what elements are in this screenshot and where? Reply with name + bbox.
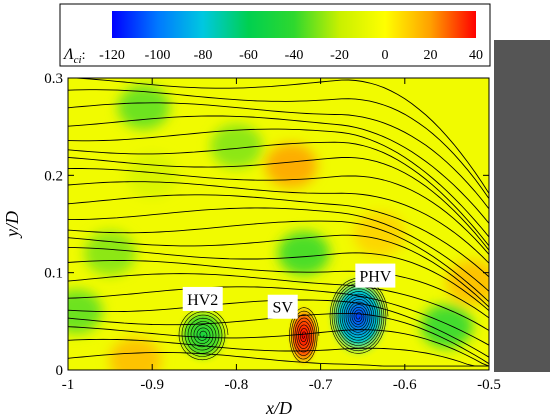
- field-region: [109, 338, 162, 370]
- colorbar-tick-label: 20: [424, 48, 438, 63]
- y-tick-label: 0.1: [44, 266, 63, 282]
- colorbar-label-subscript: ci: [74, 54, 82, 66]
- vortex-streamline-phv: [329, 277, 389, 354]
- field-region: [210, 124, 263, 169]
- y-tick-label: 0.2: [44, 168, 63, 184]
- x-tick-label: -0.5: [477, 377, 501, 393]
- field-region: [446, 260, 489, 305]
- streamline: [68, 194, 489, 278]
- y-tick-label: 0.3: [44, 71, 63, 87]
- annotation-box: [355, 263, 396, 288]
- streamline: [68, 141, 489, 247]
- field-region: [265, 143, 318, 188]
- streamline: [68, 156, 489, 251]
- streamline: [68, 89, 489, 199]
- colorbar-tick-label: -60: [239, 48, 258, 63]
- streamline: [68, 78, 489, 194]
- field-region: [353, 211, 406, 256]
- streamline: [68, 181, 489, 264]
- colorbar-label-symbol: Λ: [62, 46, 74, 63]
- colorbar-tick-labels: -120 -100 -80 -60 -40 -20 0 20 40: [99, 48, 483, 63]
- x-tick-label: -0.9: [140, 377, 164, 393]
- colorbar-strip: [112, 11, 476, 38]
- plot-area: [68, 78, 489, 370]
- plot-frame: [67, 77, 490, 371]
- vortex-streamline-hv2: [178, 308, 229, 361]
- colorbar-label-suffix: :: [82, 48, 86, 63]
- vortex-annotations: HV2 SV PHV: [182, 263, 396, 319]
- colorbar-tick-label: 40: [469, 48, 483, 63]
- annotation-label: PHV: [359, 269, 391, 286]
- obstacle-block: [494, 40, 550, 372]
- annotation-box: [267, 294, 298, 319]
- y-axis-label: y/D: [2, 211, 22, 239]
- streamline: [68, 102, 489, 210]
- field-region: [277, 231, 330, 276]
- streamline: [68, 286, 489, 346]
- colorbar-legend: Λci: -120 -100 -80 -60 -40 -20 0 20 40: [59, 3, 491, 67]
- annotation-label: SV: [272, 300, 293, 317]
- field-region: [420, 304, 473, 349]
- annotation-sv: SV: [267, 294, 298, 319]
- colorbar-tick-label: -120: [99, 48, 125, 63]
- streamline: [68, 168, 489, 255]
- y-tick-label: 0: [56, 363, 64, 379]
- annotation-phv: PHV: [355, 263, 396, 288]
- colorbar-label: Λci:: [62, 46, 86, 66]
- x-axis-ticks: -1 -0.9 -0.8 -0.7 -0.6 -0.5: [62, 78, 501, 393]
- streamline: [68, 246, 489, 312]
- streamline: [68, 352, 489, 367]
- streamline: [68, 338, 489, 367]
- x-axis-label: x/D: [265, 398, 292, 418]
- colorbar-tick-label: -80: [194, 48, 213, 63]
- streamline: [68, 273, 489, 331]
- streamline: [68, 234, 489, 308]
- streamline: [68, 128, 489, 238]
- x-tick-label: -1: [62, 377, 75, 393]
- streamline: [68, 220, 489, 303]
- y-axis-ticks: 0 0.1 0.2 0.3: [44, 71, 489, 379]
- streamline: [68, 260, 489, 319]
- annotation-box: [182, 286, 223, 311]
- colorbar-tick-label: 0: [382, 48, 389, 63]
- x-tick-label: -0.8: [225, 377, 249, 393]
- field-region: [84, 231, 137, 276]
- streamlines: [68, 78, 489, 367]
- streamline: [68, 207, 489, 292]
- field-region: [68, 289, 103, 334]
- colorbar-tick-label: -40: [285, 48, 304, 63]
- streamline: [68, 326, 489, 367]
- streamline: [68, 115, 489, 224]
- colorbar-tick-label: -100: [145, 48, 171, 63]
- x-tick-label: -0.7: [309, 377, 333, 393]
- vortex-core-hv2: [173, 303, 232, 367]
- annotation-label: HV2: [187, 292, 218, 309]
- colorbar-tick-label: -20: [330, 48, 349, 63]
- annotation-hv2: HV2: [182, 286, 223, 311]
- field-region: [126, 153, 179, 198]
- x-tick-label: -0.6: [393, 377, 417, 393]
